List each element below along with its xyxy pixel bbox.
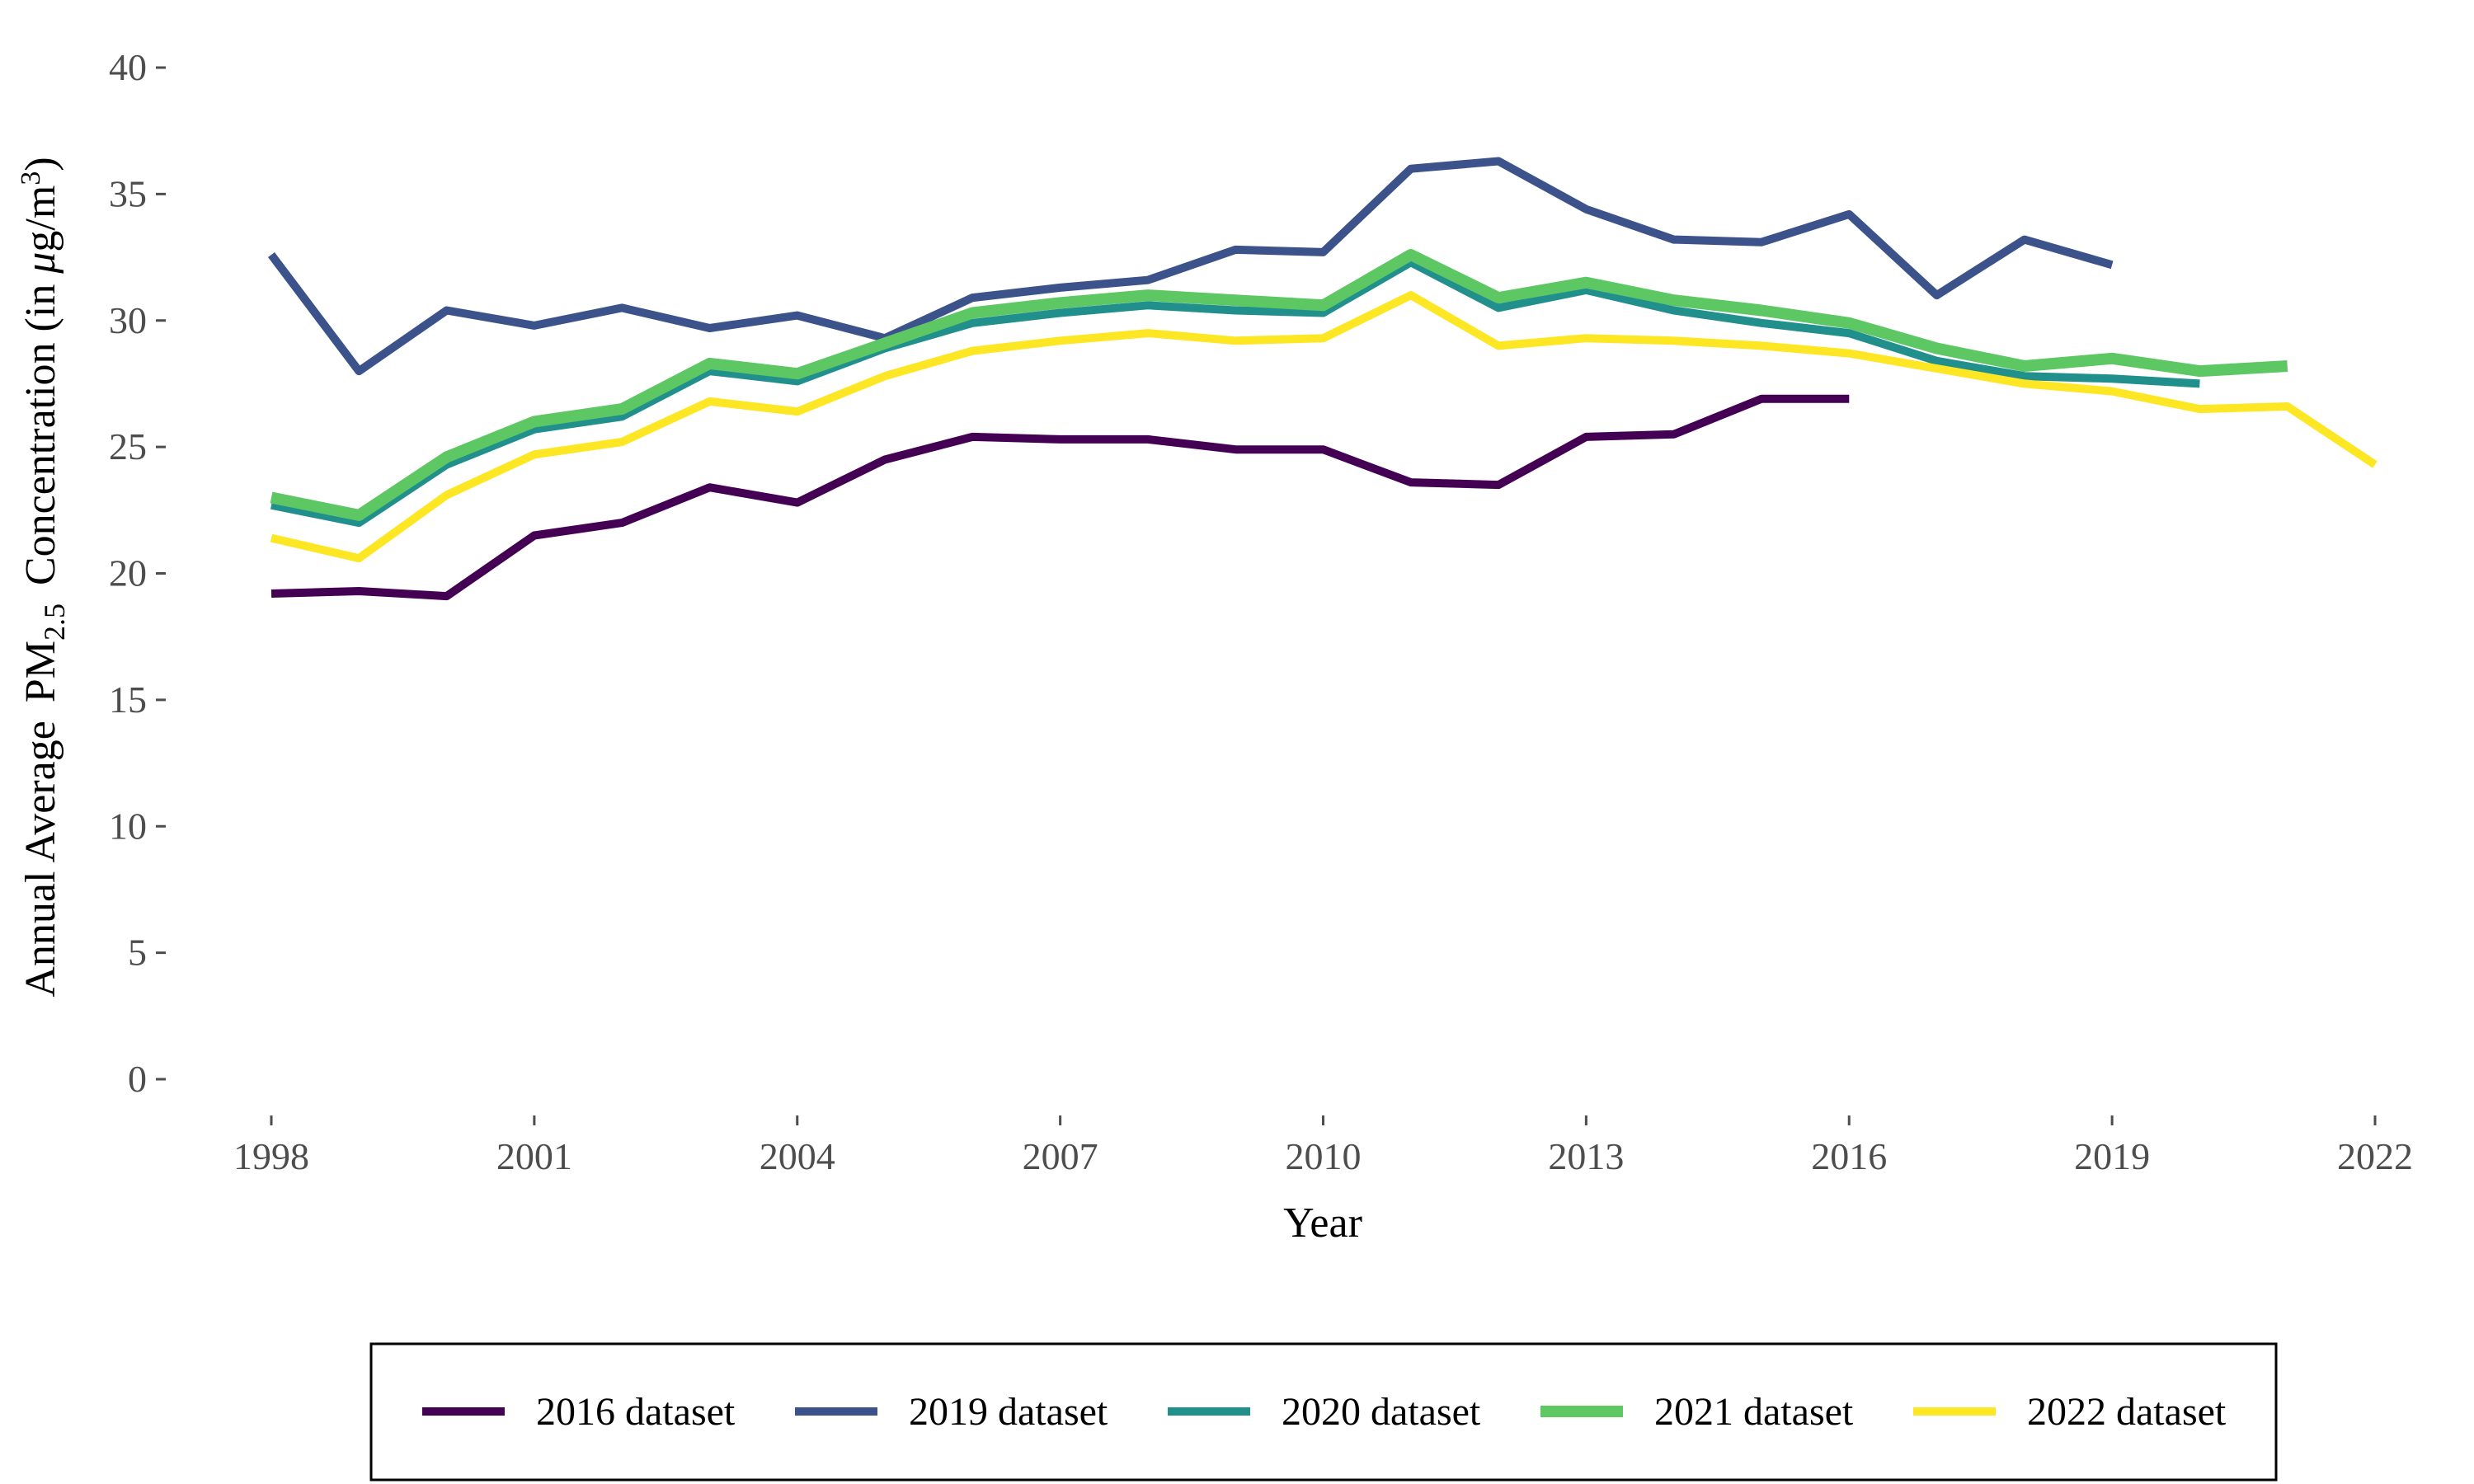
- y-tick-label: 10: [109, 805, 147, 847]
- x-tick-label: 2007: [1023, 1135, 1098, 1177]
- y-axis: 0 5 10 15 20 25 30 35 40: [109, 46, 166, 1100]
- y-tick-label: 0: [128, 1058, 147, 1100]
- x-tick-label: 2019: [2074, 1135, 2150, 1177]
- legend-item: 2020 dataset: [1168, 1390, 1481, 1434]
- y-tick-label: 30: [109, 299, 147, 341]
- x-tick-label: 2001: [496, 1135, 572, 1177]
- x-tick-label: 1998: [233, 1135, 309, 1177]
- y-axis-title-sup: 3: [16, 171, 46, 186]
- legend: 2016 dataset 2019 dataset 2020 dataset 2021…: [369, 1342, 2278, 1482]
- y-axis-title-prefix: Annual Average: [17, 721, 64, 997]
- y-axis-title-pm: PM: [17, 641, 64, 702]
- y-tick-label: 40: [109, 46, 147, 88]
- x-tick-label: 2004: [760, 1135, 835, 1177]
- y-tick-label: 15: [109, 679, 147, 721]
- y-axis-title-mu: μ: [17, 252, 64, 275]
- legend-item: 2021 dataset: [1540, 1390, 1854, 1434]
- y-tick-label: 35: [109, 172, 147, 214]
- series-line-2021-dataset: [270, 249, 2288, 521]
- y-axis-title-unit: g/m: [17, 186, 64, 252]
- legend-item: 2019 dataset: [795, 1390, 1108, 1434]
- x-tick-label: 2016: [1811, 1135, 1887, 1177]
- y-tick-label: 5: [128, 932, 147, 974]
- y-axis-title-mid: Concentration (in: [17, 274, 64, 585]
- legend-label: 2016 dataset: [536, 1390, 736, 1434]
- x-axis: 1998 2001 2004 2007 2010 2013 2016 2019 2022: [233, 1115, 2413, 1177]
- y-axis-title: Annual Average PM2.5 Concentration (in μg/…: [16, 157, 71, 997]
- y-axis-title-pm-sub: 2.5: [38, 603, 71, 641]
- y-axis-title-suffix: ): [17, 157, 64, 171]
- legend-label: 2021 dataset: [1654, 1390, 1854, 1434]
- series-line-2016-dataset: [270, 394, 1850, 601]
- series-line-2019-dataset: [268, 157, 2114, 376]
- x-tick-label: 2022: [2337, 1135, 2413, 1177]
- legend-item: 2022 dataset: [1913, 1390, 2227, 1434]
- series-line-2022-dataset: [270, 291, 2378, 563]
- x-tick-label: 2013: [1548, 1135, 1624, 1177]
- legend-label: 2022 dataset: [2027, 1390, 2227, 1434]
- x-tick-label: 2010: [1286, 1135, 1362, 1177]
- series-line-2020-dataset: [270, 258, 2200, 528]
- series-layer: [268, 157, 2378, 601]
- y-tick-label: 25: [109, 425, 147, 467]
- x-axis-title: Year: [1283, 1200, 1362, 1247]
- legend-item: 2016 dataset: [422, 1390, 736, 1434]
- legend-label: 2020 dataset: [1282, 1390, 1481, 1434]
- y-tick-label: 20: [109, 552, 147, 594]
- legend-label: 2019 dataset: [909, 1390, 1108, 1434]
